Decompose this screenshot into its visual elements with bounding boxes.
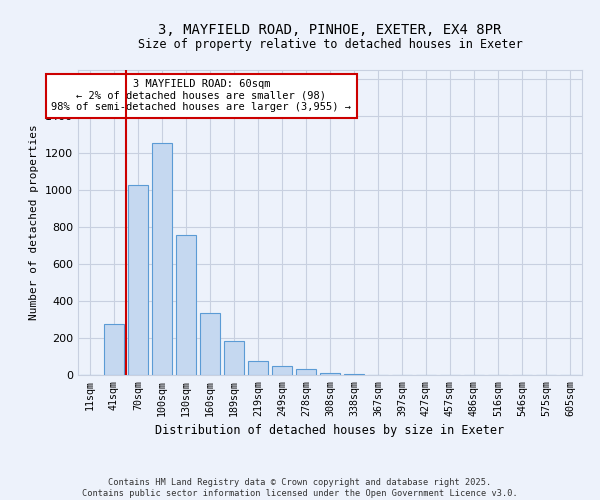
Bar: [152, 143, 172, 375]
Bar: [200, 313, 220, 375]
Bar: [296, 370, 316, 375]
Y-axis label: Number of detached properties: Number of detached properties: [29, 124, 40, 320]
Bar: [344, 374, 364, 375]
Bar: [224, 341, 244, 375]
Bar: [104, 324, 124, 375]
Bar: [272, 366, 292, 375]
Text: 3, MAYFIELD ROAD, PINHOE, EXETER, EX4 8PR: 3, MAYFIELD ROAD, PINHOE, EXETER, EX4 8P…: [158, 22, 502, 36]
X-axis label: Distribution of detached houses by size in Exeter: Distribution of detached houses by size …: [155, 424, 505, 437]
Text: Contains HM Land Registry data © Crown copyright and database right 2025.
Contai: Contains HM Land Registry data © Crown c…: [82, 478, 518, 498]
Text: 3 MAYFIELD ROAD: 60sqm
← 2% of detached houses are smaller (98)
98% of semi-deta: 3 MAYFIELD ROAD: 60sqm ← 2% of detached …: [52, 79, 352, 112]
Bar: [320, 373, 340, 375]
Text: Size of property relative to detached houses in Exeter: Size of property relative to detached ho…: [137, 38, 523, 51]
Bar: [128, 184, 148, 375]
Bar: [176, 234, 196, 375]
Bar: [248, 361, 268, 375]
